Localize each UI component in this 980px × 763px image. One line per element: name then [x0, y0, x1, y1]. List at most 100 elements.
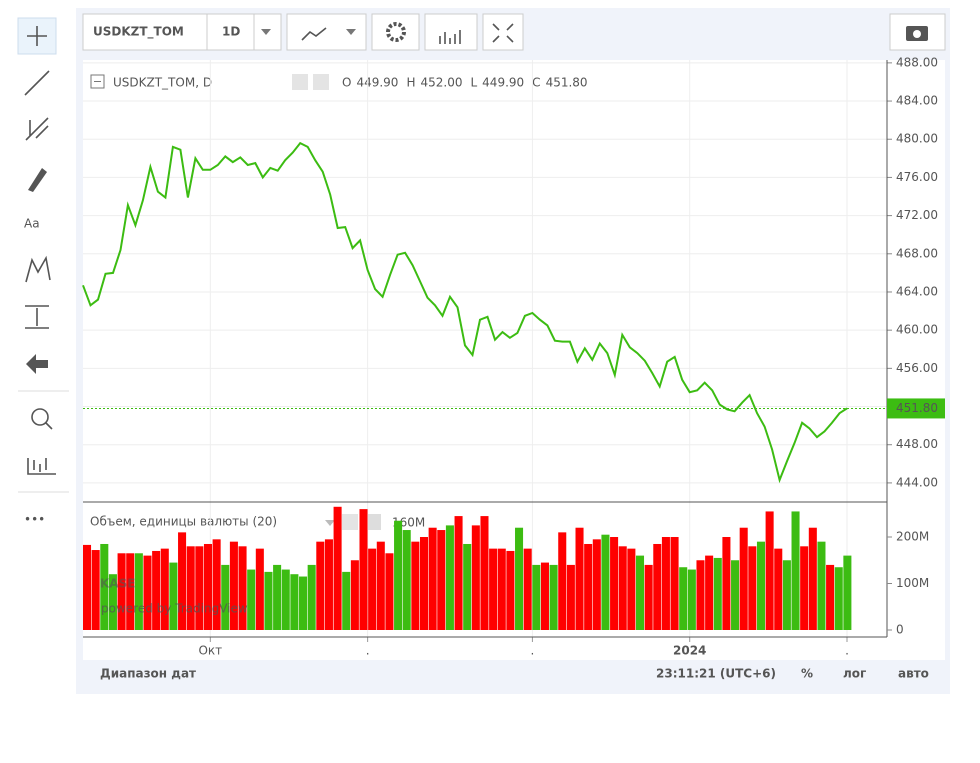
- x-tick-label: .: [530, 644, 534, 658]
- crosshair-icon: [27, 26, 47, 46]
- volume-bar: [497, 548, 506, 630]
- volume-bar: [186, 546, 195, 630]
- indicators[interactable]: [424, 13, 478, 51]
- volume-bar: [584, 543, 593, 630]
- log-toggle[interactable]: лог: [843, 667, 866, 681]
- y-tick-label: 468.00: [896, 246, 938, 260]
- more-tools[interactable]: •••: [24, 513, 45, 527]
- text-tool[interactable]: Aa: [24, 217, 40, 231]
- y-tick-label: 460.00: [896, 323, 938, 337]
- volume-bar: [696, 560, 705, 630]
- volume-bar: [532, 564, 541, 630]
- price-line: [82, 141, 848, 484]
- ohlc-key: L: [470, 76, 477, 90]
- series-title: USDKZT_TOM, D: [113, 76, 212, 90]
- eye-button[interactable]: [292, 74, 308, 90]
- brush-tool[interactable]: [28, 168, 47, 192]
- camera-lens: [913, 30, 921, 38]
- compare-tool[interactable]: [27, 458, 56, 475]
- volume-bar: [316, 541, 325, 630]
- volume-bar: [506, 550, 515, 630]
- volume-bar: [307, 564, 316, 630]
- collapse[interactable]: [90, 74, 105, 89]
- volume-bar: [731, 560, 740, 630]
- auto-toggle[interactable]: авто: [898, 667, 929, 681]
- zoom-tool[interactable]: [31, 408, 49, 426]
- volume-bar: [359, 509, 368, 630]
- close-button[interactable]: [365, 514, 381, 530]
- watermark-text: powered by TradingView: [101, 602, 248, 616]
- volume-bar: [489, 548, 498, 630]
- ohlc-value: 449.90: [482, 76, 524, 90]
- volume-bar: [333, 506, 342, 630]
- volume-bar: [592, 539, 601, 630]
- volume-bar: [791, 511, 800, 630]
- volume-bar: [800, 546, 809, 630]
- volume-bar: [739, 527, 748, 630]
- volume-bar: [169, 562, 178, 630]
- y-tick-label: 100M: [896, 576, 929, 590]
- x-tick-label: 2024: [673, 644, 706, 658]
- settings-button[interactable]: [313, 74, 329, 90]
- volume-bar: [212, 539, 221, 630]
- volume-bar: [117, 553, 126, 630]
- volume-bar: [350, 560, 359, 630]
- back-tool[interactable]: [26, 354, 48, 374]
- volume-bar: [143, 555, 152, 630]
- volume-bar: [782, 560, 791, 630]
- volume-bar: [264, 571, 273, 630]
- volume-bar: [437, 530, 446, 630]
- volume-bar: [679, 567, 688, 630]
- volume-bar: [419, 537, 429, 630]
- volume-bar: [523, 548, 532, 630]
- y-tick-label: 472.00: [896, 208, 938, 222]
- fork-tool[interactable]: [25, 117, 49, 141]
- volume-bar: [817, 541, 826, 630]
- ohlc-value: 449.90: [356, 76, 398, 90]
- volume-bar: [618, 546, 627, 630]
- settings-button[interactable]: [342, 514, 358, 530]
- volume-bar: [713, 557, 722, 630]
- symbol[interactable]: USDKZT_TOM: [93, 25, 184, 40]
- volume-bar: [635, 555, 645, 630]
- y-tick-label: 444.00: [896, 475, 938, 489]
- volume-bar: [670, 537, 679, 630]
- volume-bar: [126, 553, 135, 630]
- y-tick-label: 456.00: [896, 361, 938, 375]
- line-tool[interactable]: [24, 70, 50, 96]
- fullscreen[interactable]: [482, 13, 524, 51]
- symbol-box[interactable]: [82, 13, 282, 51]
- dropdown[interactable]: [346, 29, 356, 35]
- volume-bar: [342, 571, 351, 630]
- clock: 23:11:21 (UTC+6): [656, 667, 776, 681]
- volume-bar: [540, 562, 549, 630]
- measure-tool[interactable]: [25, 305, 49, 329]
- volume-bar: [575, 527, 584, 630]
- volume-bar: [290, 574, 299, 630]
- dropdown[interactable]: [325, 520, 335, 526]
- settings[interactable]: [371, 13, 420, 51]
- ohlc-key: O: [342, 76, 351, 90]
- ohlc-value: 451.80: [546, 76, 588, 90]
- volume-bar: [601, 534, 610, 630]
- chart-type-icon: [301, 27, 327, 41]
- y-tick-label: 480.00: [896, 132, 938, 146]
- percent-toggle[interactable]: %: [801, 667, 813, 681]
- interval[interactable]: 1D: [222, 25, 240, 39]
- volume-bar: [152, 550, 161, 630]
- dropdown[interactable]: [261, 29, 271, 35]
- date-range[interactable]: Диапазон дат: [100, 667, 196, 681]
- volume-bar: [445, 525, 454, 630]
- ohlc-key: H: [406, 76, 415, 90]
- volume-bar: [376, 541, 385, 630]
- y-tick-label: 448.00: [896, 437, 938, 451]
- gear-icon: [386, 22, 406, 42]
- volume-bar: [229, 541, 238, 630]
- pattern-tool[interactable]: [25, 255, 51, 283]
- volume-bar: [843, 555, 852, 630]
- volume-bar: [428, 527, 437, 630]
- volume-bar: [203, 543, 213, 630]
- volume-bar: [808, 527, 817, 630]
- chart-type[interactable]: [286, 13, 367, 51]
- y-tick-label: 476.00: [896, 170, 938, 184]
